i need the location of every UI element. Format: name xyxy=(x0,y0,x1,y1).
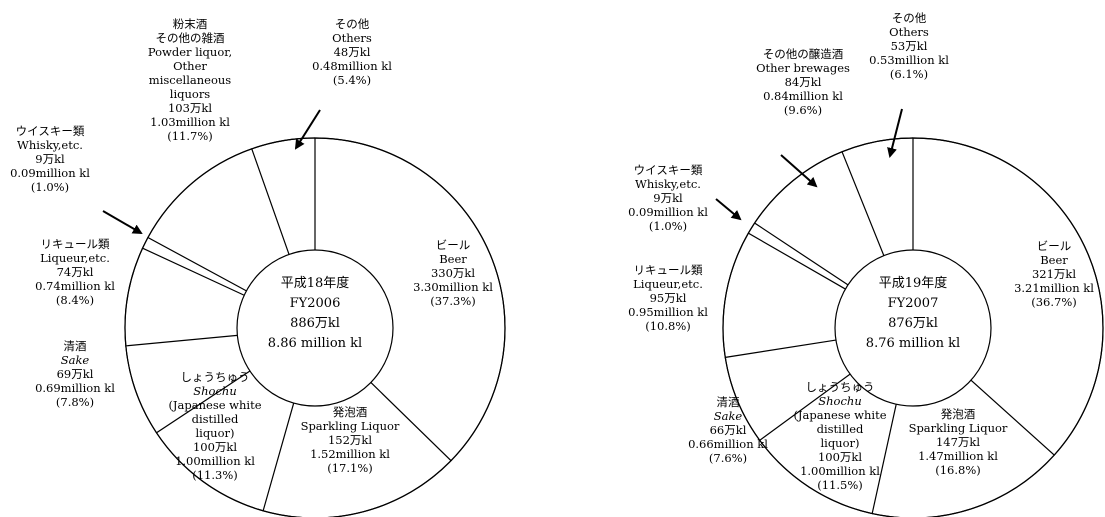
slice-label-shochu: しょうちゅう Shochu (Japanese white distilled liqu… xyxy=(793,380,886,492)
pie-center-hole xyxy=(236,249,394,407)
pie-slice-sparkling-liquor xyxy=(872,379,1056,517)
slice-label-whisky-etc: ウイスキー類 Whisky,etc. 9万kl 0.09million kl (1.0%… xyxy=(10,124,90,194)
pie-slice-sake xyxy=(125,345,251,434)
center-label-line: 8.86 million kl xyxy=(268,336,362,351)
slice-label-powder-liquor-other-miscellaneous-liquors: 粉末酒その他の雑酒 Powder liquor, Other miscellaneou… xyxy=(148,17,232,143)
slice-label-sparkling-liquor: 発泡酒 Sparkling Liquor 152万kl 1.52million kl(… xyxy=(301,405,400,475)
slice-label-liqueur-etc: リキュール類 Liqueur,etc. 95万kl 0.95million kl (10… xyxy=(628,263,708,333)
center-label-line: FY2006 xyxy=(290,296,341,311)
slice-label-whisky-etc: ウイスキー類 Whisky,etc. 9万kl 0.09million kl (1.0%… xyxy=(628,163,708,233)
slice-label-others: その他 Others 53万kl 0.53million kl (6.1%) xyxy=(869,11,949,81)
leader-arrow-whisky-etc xyxy=(715,198,742,221)
pie-slice-sake xyxy=(724,357,851,442)
slice-label-liqueur-etc: リキュール類 Liqueur,etc. 74万kl 0.74million kl (8.… xyxy=(35,237,115,307)
center-label-line: 平成18年度 xyxy=(281,275,350,291)
slice-label-shochu: しょうちゅう Shochu (Japanese white distilled liqu… xyxy=(168,370,261,482)
center-label-line: 8.76 million kl xyxy=(866,336,960,351)
pie-slice-others xyxy=(250,137,316,255)
pie-center-hole xyxy=(834,249,992,407)
center-label-line: 平成19年度 xyxy=(879,275,948,291)
pie-slice-powder-liquor-other-miscellaneous-liquors xyxy=(147,148,252,292)
leader-arrow-other-brewages xyxy=(780,154,818,188)
leader-arrow-others xyxy=(887,108,903,158)
slice-label-other-brewages: その他の醸造酒 Other brewages 84万kl 0.84million kl… xyxy=(756,47,850,117)
pie-slice-liqueur-etc xyxy=(124,247,238,347)
slice-label-sake: 清酒 Sake 69万kl 0.69million kl (7.8%) xyxy=(35,339,115,409)
pie-chart-fy2007: 平成19年度 FY2007 876万kl 8.76 million kl ビール Beer… xyxy=(628,11,1104,517)
pie-slice-liqueur-etc xyxy=(722,232,837,359)
center-label-line: 876万kl xyxy=(888,316,938,331)
pie-slice-beer xyxy=(314,137,506,462)
slice-label-others: その他 Others 48万kl 0.48million kl (5.4%) xyxy=(312,17,392,87)
leader-arrow-whisky-etc xyxy=(102,210,143,235)
pie-slice-shochu xyxy=(156,402,295,512)
slice-label-beer: ビール Beer 321万kl 3.21million kl (36.7%) xyxy=(1014,239,1094,309)
pie-slice-shochu xyxy=(759,404,897,515)
center-label-line: FY2007 xyxy=(888,296,939,311)
slice-label-sparkling-liquor: 発泡酒 Sparkling Liquor 147万kl 1.47million kl(… xyxy=(909,407,1008,477)
slice-label-beer: ビール Beer 330万kl 3.30million kl (37.3%) xyxy=(413,238,493,308)
pie-slice-sparkling-liquor xyxy=(262,382,452,517)
leader-arrow-others xyxy=(294,109,321,150)
pie-slice-beer xyxy=(912,137,1104,456)
center-label-line: 886万kl xyxy=(290,316,340,331)
pie-chart-fy2006: 平成18年度 FY2006 886万kl 8.86 million kl ビール Beer… xyxy=(10,17,506,517)
slice-label-sake: 清酒 Sake 66万kl 0.66million kl (7.6%) xyxy=(688,395,768,465)
pie-slice-other-brewages xyxy=(753,151,849,286)
pie-slice-others xyxy=(841,137,914,256)
